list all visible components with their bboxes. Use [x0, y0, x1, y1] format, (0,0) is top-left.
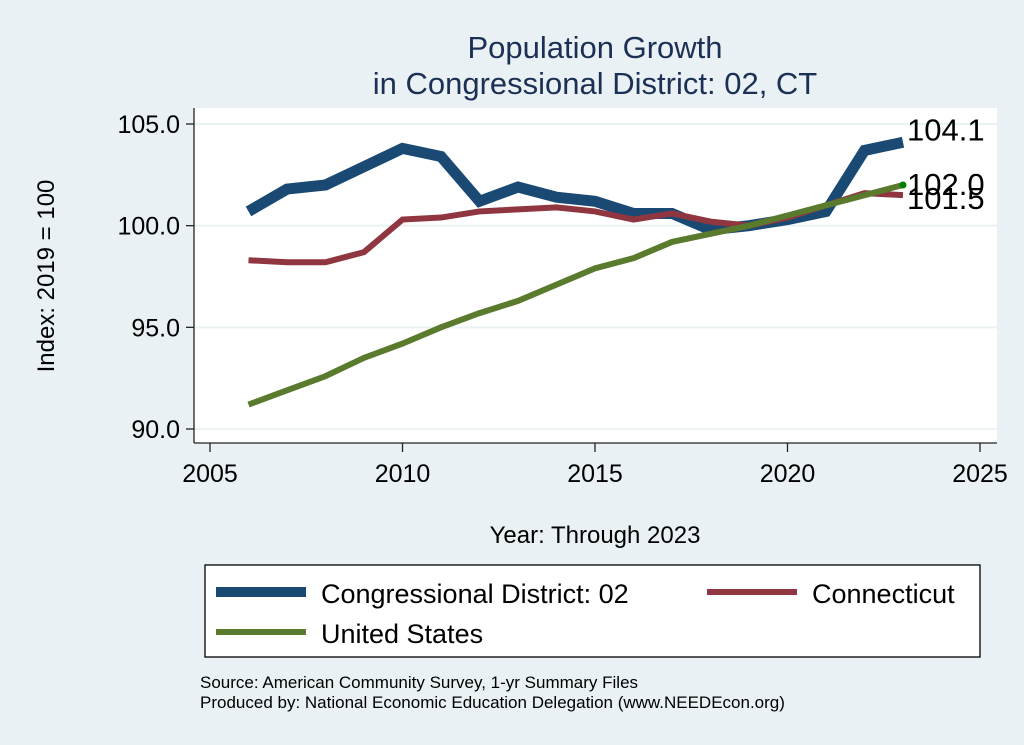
x-tick-label: 2025: [952, 460, 1008, 488]
plot-area: [194, 108, 997, 443]
end-label-united-states: 102.0: [907, 167, 985, 202]
x-tick-label: 2020: [760, 460, 816, 488]
x-tick-label: 2015: [567, 460, 623, 488]
endpoint-marker: [899, 181, 907, 189]
source-note: Source: American Community Survey, 1-yr …: [200, 673, 638, 692]
y-tick-label: 95.0: [131, 314, 180, 342]
y-axis-title: Index: 2019 = 100: [33, 180, 60, 373]
legend-label-connecticut: Connecticut: [812, 579, 955, 609]
legend-label-district: Congressional District: 02: [321, 579, 629, 609]
legend-label-united-states: United States: [321, 619, 483, 649]
x-axis-ticks: 2005 2010 2015 2020 2025: [182, 443, 1008, 488]
series-lines: [245, 136, 907, 408]
series-line-united-states: [247, 182, 904, 408]
legend: Congressional District: 02 Connecticut U…: [204, 564, 981, 658]
chart-title-line-1: Population Growth: [467, 30, 722, 65]
x-axis-title: Year: Through 2023: [490, 522, 701, 549]
end-label-connecticut: 101.5: [907, 181, 985, 216]
y-tick-label: 90.0: [131, 416, 180, 444]
chart-title-line-2: in Congressional District: 02, CT: [373, 66, 818, 101]
y-axis-ticks: 90.0 95.0 100.0 105.0: [117, 111, 194, 444]
y-tick-label: 100.0: [117, 213, 180, 241]
legend-box: [204, 564, 981, 658]
x-tick-label: 2005: [182, 460, 238, 488]
y-tick-label: 105.0: [117, 111, 180, 139]
producer-note: Produced by: National Economic Education…: [200, 693, 785, 712]
gridlines: [194, 123, 997, 430]
end-label-district: 104.1: [907, 112, 985, 147]
x-tick-label: 2010: [375, 460, 431, 488]
